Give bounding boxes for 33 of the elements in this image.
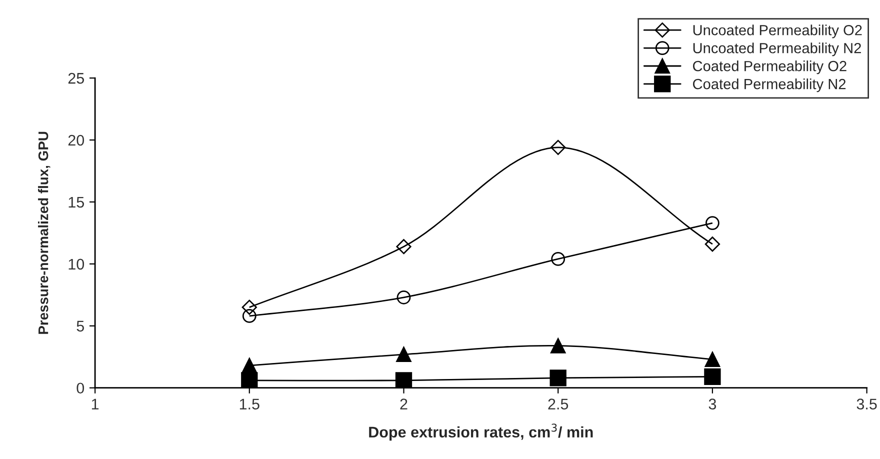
point: [241, 372, 258, 388]
y-tick-label: 5: [76, 320, 84, 332]
point: [550, 370, 566, 386]
point: [396, 290, 411, 304]
point: [242, 300, 257, 315]
y-tick-label: 15: [68, 196, 84, 208]
y-tick-label: 0: [76, 382, 84, 394]
legend-label: Uncoated Permeability O2: [693, 24, 862, 38]
point: [242, 309, 256, 323]
point: [395, 372, 412, 388]
y-tick-label: 10: [68, 258, 84, 270]
x-axis-title: Dope extrusion rates, cm$^{3}$/ min: [369, 424, 593, 441]
x-tick-label: 1.5: [240, 398, 260, 410]
x-tick-label: 2: [400, 398, 408, 410]
y-axis-title: Pressure-normalized flux, GPU: [38, 132, 50, 334]
point: [704, 236, 720, 252]
point: [551, 252, 566, 266]
point: [550, 140, 566, 155]
y-tick-label: 20: [68, 134, 84, 146]
point: [706, 216, 720, 230]
x-tick-label: 3: [708, 398, 716, 410]
legend-label: Coated Permeability N2: [693, 78, 846, 92]
point: [550, 338, 566, 354]
point: [396, 346, 412, 362]
point: [704, 352, 720, 367]
legend-label: Uncoated Permeability N2: [693, 42, 861, 56]
y-tick-label: 25: [68, 72, 84, 84]
legend-label: Coated Permeability O2: [693, 60, 846, 74]
x-tick-label: 2.5: [548, 398, 568, 410]
point: [704, 368, 721, 386]
x-tick-label: 1: [92, 398, 99, 410]
point: [396, 239, 412, 254]
x-tick-label: 3.5: [856, 398, 877, 410]
